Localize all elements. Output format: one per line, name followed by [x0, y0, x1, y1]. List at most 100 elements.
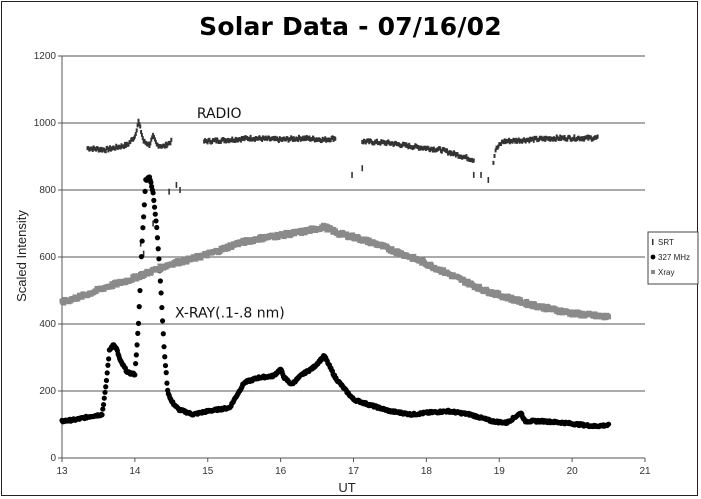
y-tick-label: 200: [39, 386, 56, 397]
srt-point: [168, 188, 170, 195]
xray-point: [428, 262, 434, 268]
annotation-layer: RADIO X-RAY(.1-.8 nm): [175, 106, 285, 321]
xray-point: [518, 297, 524, 303]
srt-point: [141, 136, 144, 141]
mhz-point: [135, 330, 141, 336]
srt-point: [136, 123, 139, 128]
srt-point: [222, 137, 225, 142]
mhz-point: [159, 304, 165, 311]
xray-point: [530, 304, 536, 310]
x-tick-label: 19: [494, 466, 506, 477]
mhz-point: [142, 188, 148, 194]
srt-point: [91, 148, 94, 153]
mhz-point: [151, 197, 157, 203]
srt-point: [465, 154, 468, 159]
mhz-point: [157, 278, 163, 284]
srt-point: [239, 138, 242, 143]
srt-point: [134, 132, 137, 137]
series-xray: [59, 222, 612, 321]
mhz-point: [104, 370, 110, 376]
series-srt: [86, 118, 599, 257]
srt-point: [492, 160, 495, 165]
x-tick-label: 13: [56, 466, 68, 477]
xray-point: [193, 256, 199, 262]
y-tick-label: 1000: [34, 118, 57, 129]
xray-point: [496, 290, 502, 296]
srt-point: [104, 149, 107, 154]
srt-point: [109, 145, 112, 150]
chart-title: Solar Data - 07/16/02: [199, 12, 502, 41]
srt-point: [558, 136, 561, 141]
srt-point: [532, 138, 535, 143]
y-tick-label: 800: [39, 185, 56, 196]
xray-point: [475, 286, 481, 292]
srt-point: [96, 146, 99, 151]
y-axis-label: Scaled Intensity: [14, 210, 29, 302]
srt-point: [249, 134, 252, 139]
mhz-point: [160, 331, 166, 337]
xray-point: [307, 228, 313, 234]
srt-point: [535, 135, 538, 140]
legend-item: SRT: [652, 238, 674, 247]
srt-point: [517, 137, 520, 142]
mhz-point: [159, 318, 166, 324]
srt-point: [123, 141, 126, 146]
srt-point: [531, 136, 534, 141]
xray-point: [350, 232, 356, 238]
xray-point: [344, 231, 350, 237]
xray-point: [437, 266, 443, 272]
mhz-point: [153, 218, 159, 224]
srt-point: [480, 171, 482, 178]
mhz-point: [150, 190, 156, 196]
legend-item: 327 MHz: [650, 253, 690, 262]
srt-point: [563, 134, 566, 139]
mhz-point: [163, 370, 169, 376]
srt-point: [164, 141, 167, 146]
srt-point: [528, 139, 531, 144]
mhz-point: [152, 211, 158, 217]
srt-point: [152, 220, 154, 227]
mhz-point: [100, 401, 107, 408]
mhz-point: [100, 406, 106, 412]
series-327-mhz: [59, 174, 612, 430]
x-tick-label: 21: [639, 466, 651, 477]
mhz-point: [164, 380, 170, 386]
srt-point: [106, 145, 109, 150]
y-tick-label: 1200: [34, 51, 57, 62]
srt-point: [127, 142, 130, 147]
srt-point: [233, 139, 236, 144]
srt-point: [500, 141, 503, 146]
srt-point: [208, 137, 211, 142]
xray-point: [299, 231, 305, 237]
srt-point: [129, 139, 132, 144]
xray-point: [524, 298, 530, 304]
srt-point: [206, 140, 209, 145]
srt-point: [589, 135, 592, 140]
legend-label: SRT: [658, 238, 674, 247]
mhz-point: [154, 224, 160, 231]
srt-point: [440, 149, 443, 154]
x-tick-label: 18: [421, 466, 433, 477]
srt-point: [413, 145, 416, 150]
mhz-point: [99, 412, 105, 418]
srt-point: [140, 132, 143, 137]
srt-point: [231, 136, 234, 141]
legend-item: Xray: [651, 268, 674, 277]
mhz-point: [141, 202, 147, 208]
y-tick-label: 0: [50, 453, 56, 464]
xray-point: [180, 260, 186, 266]
srt-point: [379, 141, 382, 146]
srt-point: [472, 158, 475, 163]
legend-marker: [651, 270, 655, 274]
xray-point: [476, 283, 482, 289]
srt-point: [277, 139, 280, 144]
mhz-point: [139, 238, 145, 244]
srt-point: [572, 136, 575, 141]
xray-point: [441, 267, 447, 273]
xray-point: [174, 258, 180, 264]
srt-point: [334, 136, 337, 141]
mhz-point: [137, 287, 143, 294]
mhz-point: [141, 214, 147, 220]
mhz-point: [133, 352, 139, 358]
srt-point: [543, 135, 546, 140]
